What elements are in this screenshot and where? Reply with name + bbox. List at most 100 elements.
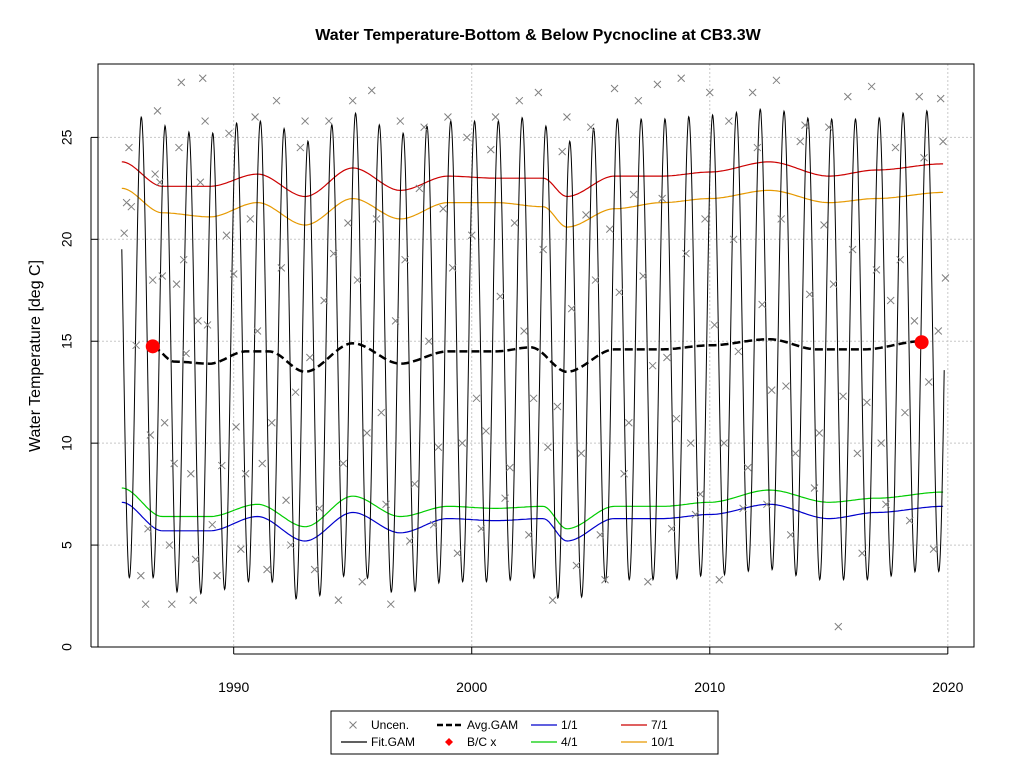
uncensored-point xyxy=(310,565,319,574)
uncensored-point xyxy=(153,107,162,115)
uncensored-point xyxy=(391,316,400,325)
x-tick-label: 2000 xyxy=(456,679,487,695)
uncensored-point xyxy=(396,117,405,125)
chart-title: Water Temperature-Bottom & Below Pycnocl… xyxy=(315,27,761,44)
uncensored-point xyxy=(189,596,198,604)
uncensored-point xyxy=(596,531,605,539)
uncensored-point xyxy=(363,429,371,437)
uncensored-point xyxy=(348,96,357,105)
uncensored-point xyxy=(225,129,233,138)
fit-gam-line xyxy=(121,107,945,600)
uncensored-point xyxy=(715,575,724,584)
uncensored-point xyxy=(805,290,814,299)
uncensored-point xyxy=(241,469,250,478)
uncensored-point xyxy=(463,133,471,142)
legend-item-d101: 10/1 xyxy=(621,735,675,749)
uncensored-point xyxy=(203,321,212,329)
uncensored-point xyxy=(382,500,390,509)
uncensored-point xyxy=(815,429,824,437)
uncensored-point xyxy=(296,143,305,152)
uncensored-point xyxy=(127,202,136,211)
uncensored-point xyxy=(339,459,348,468)
uncensored-point xyxy=(458,439,467,448)
uncensored-point xyxy=(891,143,900,152)
uncensored-point xyxy=(144,524,152,533)
uncensored-point xyxy=(198,74,207,83)
uncensored-point xyxy=(920,153,928,162)
uncensored-point xyxy=(315,504,324,513)
uncensored-point xyxy=(182,349,190,358)
axes: 1990 2000 2010 2020 0 5 10 15 20 25 xyxy=(59,129,964,695)
uncensored-point xyxy=(624,418,633,427)
uncensored-point xyxy=(515,96,524,105)
legend: Uncen. Fit.GAM Avg.GAM B/C x 1/1 4/1 7/1 10/1 xyxy=(330,710,719,755)
uncensored-point xyxy=(329,249,338,258)
x-tick-label: 2020 xyxy=(932,679,963,695)
uncensored-point xyxy=(186,469,195,478)
uncensored-point xyxy=(539,245,547,254)
uncensored-point xyxy=(267,418,276,427)
jul1-line xyxy=(121,161,944,198)
uncensored-point xyxy=(753,143,762,152)
uncensored-point xyxy=(924,378,933,386)
uncensored-point xyxy=(877,439,886,448)
legend-item-avg: Avg.GAM xyxy=(437,718,518,732)
uncensored-point xyxy=(472,394,481,403)
uncensored-point xyxy=(208,520,217,529)
uncensored-point xyxy=(201,117,209,125)
uncensored-point xyxy=(222,231,231,240)
uncensored-point xyxy=(744,463,752,472)
uncensored-point xyxy=(553,402,562,411)
uncensored-point xyxy=(934,327,943,335)
uncensored-point xyxy=(929,545,938,554)
plot-box xyxy=(97,63,975,648)
uncensored-point xyxy=(601,575,609,584)
uncensored-point xyxy=(141,600,150,609)
uncensored-point xyxy=(739,504,747,513)
uncensored-point xyxy=(448,263,457,272)
uncensored-point xyxy=(777,215,786,223)
uncensored-point xyxy=(160,418,169,427)
uncensored-point xyxy=(886,296,895,305)
uncensored-point xyxy=(253,327,262,335)
uncensored-point xyxy=(510,219,519,227)
uncensored-point xyxy=(791,449,800,458)
uncensored-point xyxy=(915,92,924,101)
uncensored-point xyxy=(286,541,295,549)
uncensored-point xyxy=(648,361,657,370)
uncensored-point xyxy=(439,204,448,213)
uncensored-point xyxy=(639,272,647,280)
legend-item-bc: B/C x xyxy=(445,735,496,749)
uncensored-point xyxy=(824,123,833,132)
uncensored-point xyxy=(691,510,700,519)
uncensored-point xyxy=(213,571,221,580)
legend-item-d41: 4/1 xyxy=(531,735,578,749)
uncensored-point xyxy=(772,76,781,85)
uncensored-point xyxy=(620,469,628,478)
uncensored-point xyxy=(829,280,838,289)
uncensored-point xyxy=(444,113,452,121)
bc-point xyxy=(145,339,160,354)
uncensored-point xyxy=(867,82,876,91)
uncensored-point xyxy=(136,571,145,580)
uncensored-point xyxy=(415,184,424,193)
uncensored-point xyxy=(482,427,490,435)
uncensored-point xyxy=(172,280,181,289)
uncensored-point xyxy=(572,561,581,570)
uncensored-point xyxy=(525,531,533,539)
uncensored-point xyxy=(644,577,652,586)
uncensored-point xyxy=(710,321,719,329)
uncensored-point xyxy=(334,596,343,604)
uncensored-point xyxy=(672,414,681,423)
uncensored-point xyxy=(767,386,776,395)
y-tick-label: 5 xyxy=(59,541,75,549)
uncensored-point xyxy=(905,516,914,525)
uncensored-point xyxy=(796,137,805,146)
uncensored-point xyxy=(425,337,433,346)
uncensored-point xyxy=(405,537,414,545)
uncensored-point xyxy=(563,113,571,121)
uncensored-point xyxy=(496,292,505,301)
uncensored-point xyxy=(820,221,828,229)
legend-symbol xyxy=(349,721,357,729)
